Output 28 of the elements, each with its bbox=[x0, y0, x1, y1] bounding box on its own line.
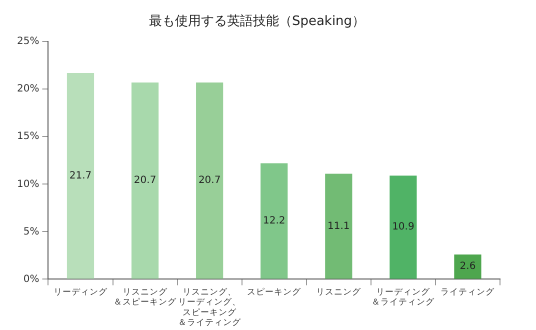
data-label: 11.1 bbox=[328, 220, 350, 232]
data-label: 20.7 bbox=[134, 175, 156, 186]
x-tick-label: リスニング bbox=[316, 286, 362, 298]
y-tick-label: 0% bbox=[23, 274, 40, 285]
data-label: 12.2 bbox=[262, 216, 286, 227]
bar bbox=[131, 82, 159, 279]
y-tick-label: 15% bbox=[16, 131, 40, 142]
data-label: 21.7 bbox=[69, 170, 92, 182]
y-tick-label: 5% bbox=[23, 226, 40, 238]
y-tick-label: 25% bbox=[16, 36, 40, 48]
x-tick-label: ライティング bbox=[440, 286, 496, 298]
x-tick-label: リスニング＆スピーキング bbox=[114, 286, 178, 308]
x-tick-label: リーディング＆ライティング bbox=[372, 286, 436, 308]
x-tick-label: スピーキング bbox=[247, 286, 302, 298]
bar bbox=[260, 163, 288, 279]
data-label: 20.7 bbox=[198, 175, 221, 186]
y-tick-label: 20% bbox=[16, 84, 40, 95]
x-tick-label: リスニング、リーディング、スピーキング＆ライティング bbox=[178, 286, 242, 328]
x-tick-label: リーディング bbox=[53, 286, 108, 298]
bar bbox=[325, 174, 352, 279]
y-tick-label: 10% bbox=[16, 178, 40, 190]
bar bbox=[66, 72, 94, 279]
chart-title: 最も使用する英語技能（Speaking） bbox=[148, 14, 366, 30]
bar bbox=[454, 254, 482, 279]
bar bbox=[196, 82, 224, 279]
data-label: 10.9 bbox=[392, 222, 414, 233]
data-label: 2.6 bbox=[460, 261, 476, 272]
bar bbox=[390, 176, 417, 279]
